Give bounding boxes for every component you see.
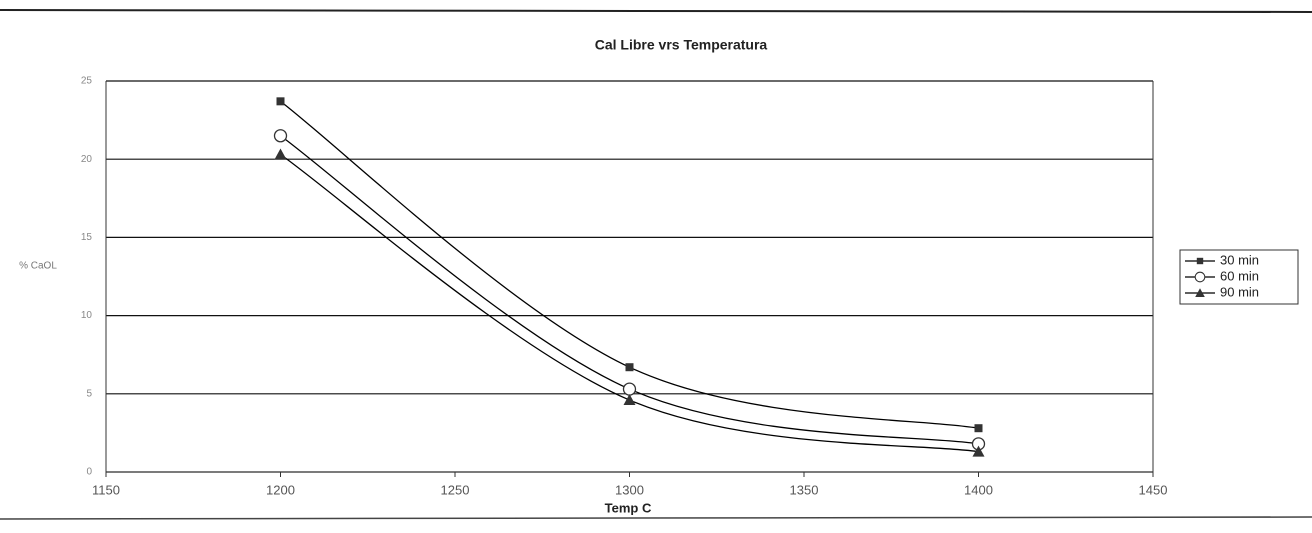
- series-line: [280, 153, 979, 453]
- y-tick-label: 15: [81, 232, 93, 243]
- y-tick-label: 5: [86, 388, 92, 399]
- y-tick-label: 0: [86, 467, 92, 478]
- x-tick-label: 1150: [92, 482, 120, 497]
- marker: [273, 129, 288, 143]
- marker: [274, 148, 287, 160]
- y-tick-label: 10: [81, 310, 93, 321]
- x-tick-label: 1300: [615, 482, 644, 497]
- legend-label: 90 min: [1220, 284, 1259, 299]
- marker: [972, 445, 985, 457]
- series-line: [280, 100, 979, 429]
- marker: [625, 363, 634, 372]
- x-tick-label: 1200: [266, 482, 295, 497]
- x-tick-label: 1350: [790, 482, 819, 497]
- y-axis-title: % CaOL: [19, 261, 57, 272]
- chart-title: Cal Libre vrs Temperatura: [595, 37, 768, 53]
- marker: [1195, 288, 1205, 297]
- marker: [1196, 257, 1204, 265]
- legend-label: 30 min: [1220, 252, 1259, 267]
- marker: [623, 394, 636, 406]
- legend-label: 60 min: [1220, 268, 1259, 283]
- page-border: [0, 516, 1312, 520]
- y-tick-label: 20: [81, 154, 93, 165]
- x-tick-label: 1450: [1139, 482, 1168, 497]
- marker: [276, 97, 285, 106]
- x-tick-label: 1400: [964, 482, 993, 497]
- marker: [974, 424, 983, 433]
- marker: [1194, 271, 1206, 283]
- x-tick-label: 1250: [441, 482, 470, 497]
- y-tick-label: 25: [81, 76, 93, 87]
- marker: [622, 382, 637, 396]
- x-axis-title: Temp C: [605, 500, 652, 515]
- page-border: [0, 9, 1312, 13]
